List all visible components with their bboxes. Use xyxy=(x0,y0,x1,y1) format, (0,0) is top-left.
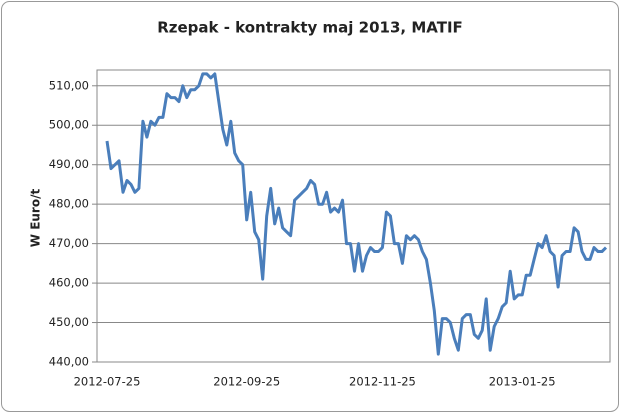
y-tick-label: 490,00 xyxy=(49,157,89,171)
chart-title: Rzepak - kontrakty maj 2013, MATIF xyxy=(157,19,463,37)
y-tick-label: 470,00 xyxy=(49,236,89,250)
y-tick-label: 480,00 xyxy=(49,197,89,211)
y-axis-label: W Euro/t xyxy=(29,189,43,248)
x-tick-label: 2012-11-25 xyxy=(349,375,416,389)
y-tick-label: 510,00 xyxy=(49,78,89,92)
y-tick-label: 440,00 xyxy=(49,355,89,369)
x-tick-label: 2012-07-25 xyxy=(74,375,141,389)
y-tick-label: 500,00 xyxy=(49,118,89,132)
y-tick-label: 460,00 xyxy=(49,276,89,290)
price-line xyxy=(105,72,608,356)
y-tick-label: 450,00 xyxy=(49,315,89,329)
x-tick-label: 2012-09-25 xyxy=(213,375,280,389)
x-tick-label: 2013-01-25 xyxy=(489,375,556,389)
